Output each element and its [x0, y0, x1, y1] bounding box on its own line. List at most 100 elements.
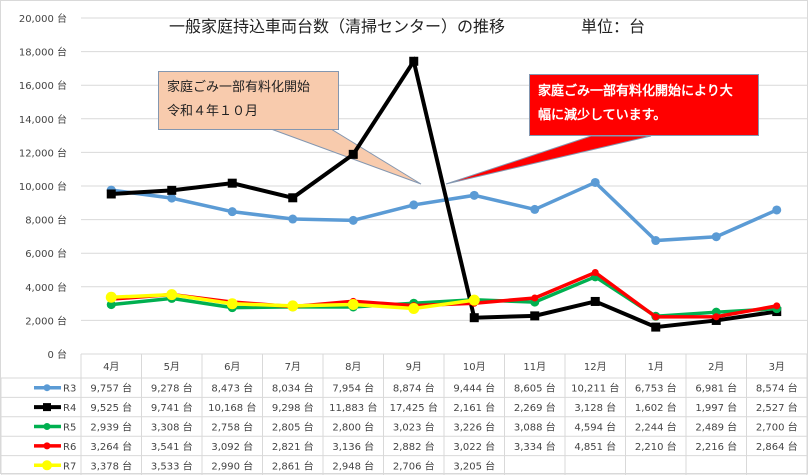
legend-marker-R5: [43, 423, 51, 430]
data-point-R3: [469, 190, 479, 200]
data-label: 8,034 台: [272, 382, 314, 395]
y-tick-label: 18,000 台: [19, 46, 67, 59]
data-point-R7: [347, 298, 359, 310]
data-point-R5: [106, 300, 116, 310]
data-point-R3: [227, 207, 237, 217]
data-label: 1,997 台: [695, 401, 737, 414]
annotation-callout-decrease: 家庭ごみ一部有料化開始により大 幅に減少しています。: [529, 74, 759, 136]
data-label: 2,161 台: [453, 401, 495, 414]
data-label: 3,541 台: [151, 440, 193, 453]
data-label: 9,298 台: [272, 401, 314, 414]
y-tick-label: 16,000 台: [19, 79, 67, 92]
data-point-R3: [409, 200, 419, 210]
legend-label: R7: [63, 461, 76, 472]
x-tick-label: 2月: [708, 361, 724, 373]
data-point-R4: [651, 322, 661, 332]
data-point-R3: [590, 177, 600, 187]
data-point-R4: [711, 315, 721, 325]
data-label: 3,136 台: [332, 440, 374, 453]
data-label: 2,864 台: [756, 440, 798, 453]
data-label: 8,473 台: [211, 382, 253, 395]
data-label: 3,533 台: [151, 459, 193, 472]
data-point-R4: [409, 56, 419, 66]
data-point-R3: [772, 205, 782, 215]
data-point-R7: [226, 298, 238, 310]
series-line-R3: [111, 180, 778, 243]
x-tick-label: 1月: [648, 361, 664, 373]
unit-label: 単位：台: [581, 17, 646, 36]
data-label: 3,226 台: [453, 421, 495, 434]
data-label: 8,605 台: [514, 382, 556, 395]
data-point-R3: [711, 232, 721, 242]
x-tick-label: 3月: [769, 361, 785, 373]
data-label: 11,883 台: [329, 401, 377, 414]
data-point-R4: [106, 189, 116, 199]
x-tick-label: 12月: [584, 361, 607, 373]
data-point-R4: [167, 185, 177, 195]
data-label: 2,800 台: [332, 421, 374, 434]
data-label: 9,525 台: [90, 401, 132, 414]
data-label: 2,210 台: [635, 440, 677, 453]
legend-label: R5: [63, 423, 76, 434]
data-point-R7: [408, 303, 420, 315]
data-point-R7: [105, 291, 117, 303]
legend-label: R6: [63, 442, 76, 453]
y-tick-label: 2,000 台: [25, 314, 67, 327]
x-tick-label: 8月: [345, 361, 361, 373]
data-point-R6: [531, 294, 539, 302]
series-line-R4: [111, 56, 778, 330]
data-label: 10,211 台: [571, 382, 619, 395]
data-label: 4,851 台: [574, 440, 616, 453]
x-tick-label: 4月: [103, 361, 119, 373]
legend-marker-R7: [42, 460, 52, 471]
x-tick-label: 5月: [164, 361, 180, 373]
data-label: 3,205 台: [453, 459, 495, 472]
annotation-line: 幅に減少しています。: [538, 108, 667, 123]
data-label: 9,757 台: [90, 382, 132, 395]
y-tick-label: 20,000 台: [19, 12, 67, 25]
chart-title: 一般家庭持込車両台数（清掃センター）の推移: [169, 17, 506, 36]
data-point-R6: [712, 313, 720, 321]
data-label: 9,741 台: [151, 401, 193, 414]
data-point-R4: [288, 193, 298, 203]
data-label: 3,308 台: [151, 421, 193, 434]
data-label: 3,378 台: [90, 459, 132, 472]
data-point-R4: [530, 311, 540, 321]
data-label: 1,602 台: [635, 401, 677, 414]
data-label: 2,939 台: [90, 421, 132, 434]
data-label: 2,269 台: [514, 401, 556, 414]
data-label: 2,527 台: [756, 401, 798, 414]
legend-marker-R4: [43, 403, 51, 412]
data-label: 8,874 台: [393, 382, 435, 395]
data-label: 3,334 台: [514, 440, 556, 453]
data-label: 3,088 台: [514, 421, 556, 434]
data-label: 6,981 台: [695, 382, 737, 395]
callout-tail: [270, 128, 422, 185]
data-label: 3,264 台: [90, 440, 132, 453]
series-line-R6: [111, 270, 778, 319]
data-label: 2,244 台: [635, 421, 677, 434]
data-label: 9,278 台: [151, 382, 193, 395]
data-label: 4,594 台: [574, 421, 616, 434]
legend-marker-R6: [43, 442, 51, 450]
legend-label: R3: [63, 384, 76, 395]
data-point-R7: [166, 289, 178, 301]
data-label: 10,168 台: [208, 401, 256, 414]
data-label: 2,758 台: [211, 421, 253, 434]
y-tick-label: 0 台: [47, 348, 67, 361]
data-label: 2,882 台: [393, 440, 435, 453]
data-label: 7,954 台: [332, 382, 374, 395]
data-label: 2,216 台: [695, 440, 737, 453]
data-label: 2,948 台: [332, 459, 374, 472]
data-point-R3: [288, 214, 298, 224]
data-point-R4: [590, 296, 600, 306]
legend-marker-R3: [43, 384, 51, 392]
data-label: 2,489 台: [695, 421, 737, 434]
data-label: 17,425 台: [390, 401, 438, 414]
data-point-R6: [652, 313, 660, 321]
series-line-R5: [111, 274, 777, 319]
data-point-R6: [773, 302, 781, 310]
annotation-callout-start: 家庭ごみ一部有料化開始 令和４年１０月: [158, 71, 339, 130]
